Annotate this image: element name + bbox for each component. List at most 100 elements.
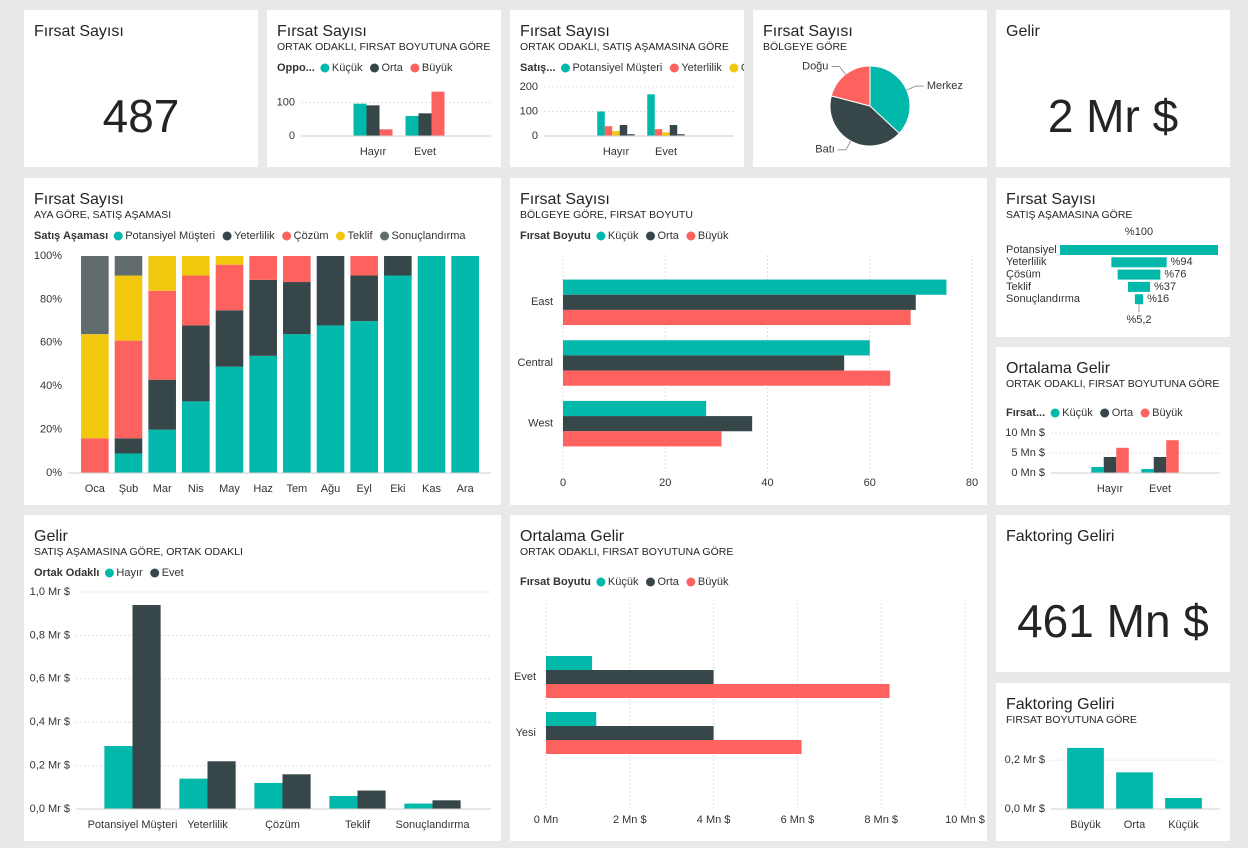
y-tick-label: 100 [277,97,295,109]
tile-title: Faktoring Geliri [1006,528,1114,545]
legend-marker [104,568,114,578]
legend-label: Teklif [347,230,373,242]
bar-segment [114,256,143,276]
bar [612,131,620,136]
legend-label: Potansiyel Müşteri [572,62,662,74]
bar-segment [182,275,210,326]
legend-label: Potansiyel Müşteri [125,230,215,242]
tile-title: Fırsat Sayısı [520,191,610,208]
y-tick-label: 200 [520,81,538,93]
bar [563,416,753,432]
bar [563,294,916,310]
bar [654,129,663,136]
legend-title: Fırsat Boyutu [520,230,591,242]
legend-marker [1140,408,1150,418]
y-tick-label: 0 [289,130,295,142]
tile-title: Fırsat Sayısı [763,23,853,40]
funnel-bar [1060,245,1218,255]
tile-title: Fırsat Sayısı [1006,191,1096,208]
bar [404,803,433,809]
y-tick-label: 5 Mn $ [1011,447,1045,459]
x-tick-label: 2 Mn $ [613,814,647,826]
legend-title: Satış Aşaması [34,230,108,242]
bar [1116,447,1129,473]
legend-label: Orta [1112,407,1134,419]
pie-slice [869,65,911,135]
kpi-value: 2 Mr $ [1048,90,1178,142]
tile-subtitle: ORTAK ODAKLI, FIRSAT BOYUTUNA GÖRE [520,546,733,558]
bar [1116,772,1153,809]
x-tick-label: 60 [864,477,876,489]
y-tick-label: 0 Mn $ [1011,467,1045,479]
legend-label: Hayır [116,567,143,579]
legend-label: Küçük [608,230,639,242]
tile-subtitle: ORTAK ODAKLI, SATIŞ AŞAMASINA GÖRE [520,41,729,53]
legend-marker [335,231,345,241]
x-tick-label: Yeterlilik [187,819,228,831]
x-tick-label: Haz [253,483,273,495]
bar-segment [384,275,412,473]
bar [207,761,236,809]
bar-segment [283,256,311,283]
bar [546,670,714,684]
x-tick-label: Nis [188,483,204,495]
legend-title: Fırsat Boyutu [520,576,591,588]
y-tick-label: 20% [40,424,62,436]
legend-marker [150,568,160,578]
y-tick-label: 60% [40,337,62,349]
x-tick-label: 4 Mn $ [697,814,731,826]
legend-marker [596,577,606,587]
y-tick-label: 40% [40,380,62,392]
legend-marker [560,63,570,73]
legend-marker [1100,408,1110,418]
bar [282,774,311,809]
y-tick-label: 0,6 Mr $ [30,673,70,685]
bar-segment [417,256,446,473]
tile: Fırsat Sayısı 487 [24,10,258,167]
x-tick-label: Eyl [357,483,372,495]
bar [254,782,283,809]
slice-label: Merkez [927,80,963,92]
x-tick-label: Büyük [1070,819,1101,831]
y-tick-label: West [528,418,553,430]
x-tick-label: Oca [85,483,106,495]
bar-segment [81,438,109,473]
tile-subtitle: SATIŞ AŞAMASINA GÖRE, ORTAK ODAKLI [34,546,243,558]
legend-marker [669,63,679,73]
tile-subtitle: SATIŞ AŞAMASINA GÖRE [1006,209,1132,221]
tile-subtitle: BÖLGEYE GÖRE, FIRSAT BOYUTU [520,209,693,221]
bar [563,340,870,356]
y-tick-label: 0,8 Mr $ [30,629,70,641]
x-tick-label: Orta [1124,819,1146,831]
legend-title: Fırsat... [1006,407,1045,419]
bar-segment [451,256,479,473]
y-tick-label: 100 [520,105,538,117]
bar [357,790,386,809]
x-tick-label: Ağu [321,483,341,495]
tile-title: Fırsat Sayısı [34,23,124,40]
bar [1165,798,1202,809]
bar-segment [249,256,277,280]
legend-marker [686,577,696,587]
x-tick-label: Evet [1149,483,1171,495]
bar [431,91,445,136]
legend-marker [410,63,420,73]
bar [1103,457,1117,473]
funnel-annotation: %100 [1125,226,1153,238]
bar-segment [215,310,244,367]
bar-segment [182,401,210,473]
tile-background [996,347,1230,505]
bar-segment [215,366,244,473]
x-tick-label: 0 Mn [534,814,558,826]
bar-segment [148,379,176,430]
funnel-bar [1127,281,1151,292]
bar [546,740,802,754]
legend-label: Büyük [422,62,453,74]
legend-marker [113,231,123,241]
y-tick-label: 0,4 Mr $ [30,716,70,728]
bar [563,309,911,326]
x-tick-label: Evet [414,146,436,158]
